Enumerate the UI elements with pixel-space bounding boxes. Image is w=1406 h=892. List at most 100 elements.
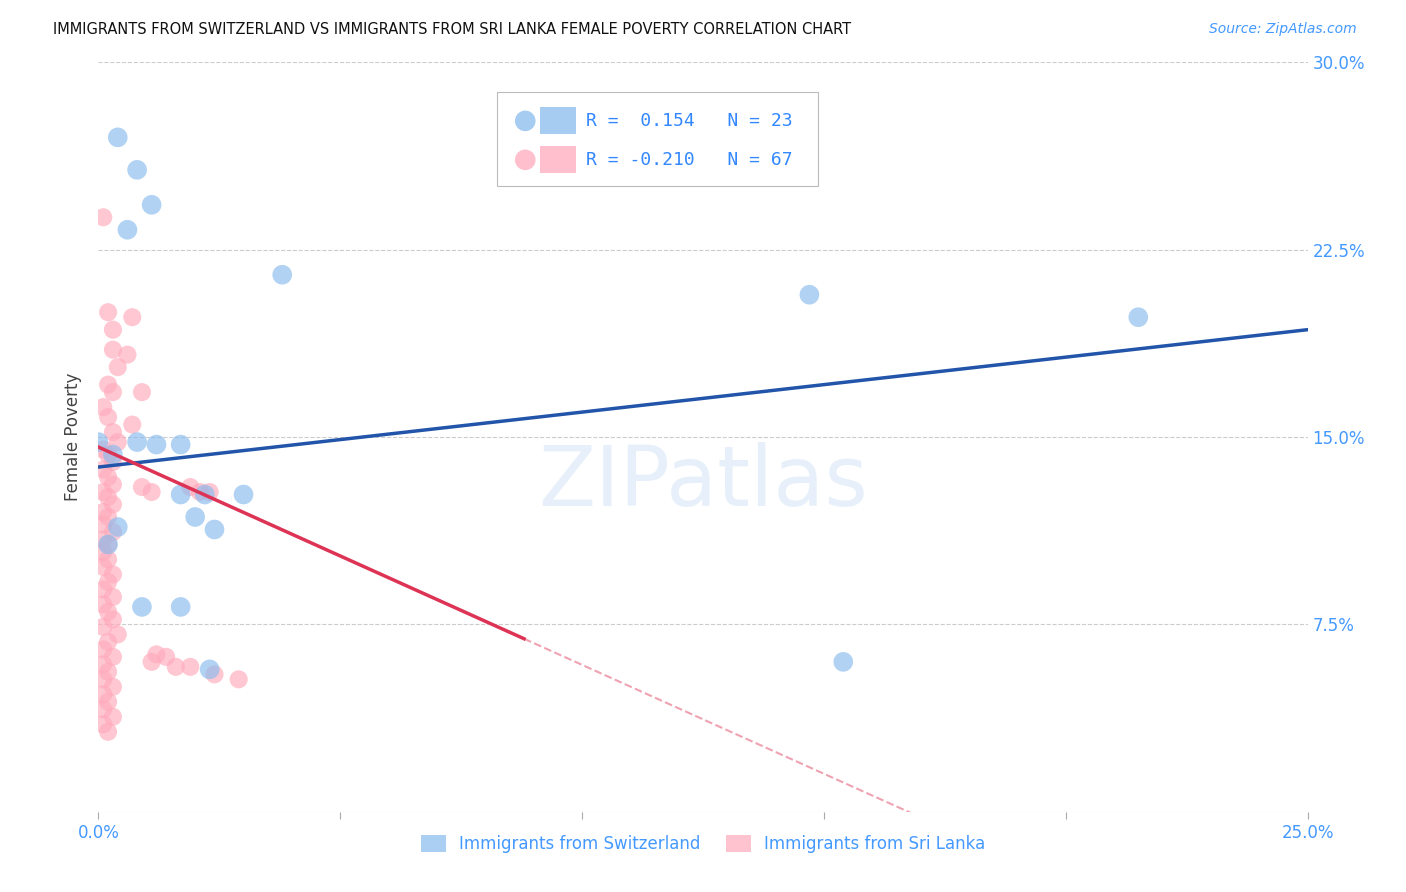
- Point: [91, 485, 114, 500]
- Text: R =  0.154   N = 23: R = 0.154 N = 23: [586, 112, 793, 130]
- Point: [117, 223, 139, 237]
- Legend: Immigrants from Switzerland, Immigrants from Sri Lanka: Immigrants from Switzerland, Immigrants …: [415, 828, 991, 860]
- Point: [169, 487, 191, 501]
- Point: [198, 485, 221, 500]
- Point: [188, 485, 211, 500]
- Point: [97, 552, 120, 566]
- Point: [179, 660, 201, 674]
- Point: [179, 480, 201, 494]
- Point: [97, 724, 120, 739]
- Point: [107, 520, 129, 534]
- Point: [97, 490, 120, 504]
- Point: [91, 400, 114, 414]
- Point: [131, 599, 153, 614]
- Point: [97, 448, 120, 462]
- Point: [101, 710, 124, 724]
- Point: [97, 665, 120, 679]
- Point: [97, 605, 120, 619]
- Text: Source: ZipAtlas.com: Source: ZipAtlas.com: [1209, 22, 1357, 37]
- Point: [91, 598, 114, 612]
- Point: [97, 305, 120, 319]
- Point: [91, 545, 114, 559]
- Point: [107, 435, 129, 450]
- Point: [799, 287, 821, 301]
- Point: [131, 385, 153, 400]
- Point: [155, 649, 177, 664]
- Point: [101, 524, 124, 539]
- Point: [204, 523, 226, 537]
- Point: [117, 348, 139, 362]
- Point: [97, 574, 120, 589]
- Point: [101, 385, 124, 400]
- Point: [97, 470, 120, 484]
- Point: [145, 648, 167, 662]
- Point: [91, 505, 114, 519]
- Point: [145, 437, 167, 451]
- Point: [91, 462, 114, 476]
- Point: [198, 662, 221, 676]
- Y-axis label: Female Poverty: Female Poverty: [65, 373, 83, 501]
- Point: [107, 627, 129, 641]
- Point: [107, 130, 129, 145]
- Point: [107, 360, 129, 375]
- Point: [91, 533, 114, 547]
- Point: [101, 425, 124, 439]
- Point: [832, 655, 855, 669]
- Point: [97, 635, 120, 649]
- Point: [91, 211, 114, 225]
- Point: [101, 498, 124, 512]
- Point: [91, 517, 114, 532]
- Point: [121, 310, 143, 325]
- Point: [121, 417, 143, 432]
- Point: [271, 268, 294, 282]
- Text: ZIPatlas: ZIPatlas: [538, 442, 868, 523]
- Point: [127, 162, 149, 177]
- Point: [101, 612, 124, 626]
- Point: [91, 657, 114, 672]
- FancyBboxPatch shape: [540, 146, 576, 173]
- Point: [91, 673, 114, 687]
- Point: [87, 435, 110, 450]
- Point: [184, 510, 207, 524]
- Text: IMMIGRANTS FROM SWITZERLAND VS IMMIGRANTS FROM SRI LANKA FEMALE POVERTY CORRELAT: IMMIGRANTS FROM SWITZERLAND VS IMMIGRANT…: [53, 22, 852, 37]
- FancyBboxPatch shape: [498, 93, 818, 186]
- Point: [232, 487, 254, 501]
- Point: [165, 660, 187, 674]
- Point: [141, 485, 163, 500]
- Point: [141, 655, 163, 669]
- Point: [169, 437, 191, 451]
- Point: [91, 642, 114, 657]
- Point: [228, 673, 250, 687]
- Point: [101, 323, 124, 337]
- Text: R = -0.210   N = 67: R = -0.210 N = 67: [586, 151, 793, 169]
- Point: [91, 717, 114, 731]
- Point: [127, 435, 149, 450]
- Point: [97, 537, 120, 551]
- Point: [101, 649, 124, 664]
- Point: [91, 620, 114, 634]
- Point: [91, 560, 114, 574]
- Point: [97, 537, 120, 551]
- Point: [141, 198, 163, 212]
- Point: [204, 667, 226, 681]
- Point: [97, 377, 120, 392]
- Point: [101, 343, 124, 357]
- Point: [1128, 310, 1150, 325]
- Point: [91, 687, 114, 701]
- Point: [101, 477, 124, 491]
- Point: [97, 695, 120, 709]
- Point: [101, 680, 124, 694]
- Point: [169, 599, 191, 614]
- Point: [91, 442, 114, 457]
- Point: [194, 487, 217, 501]
- Point: [91, 702, 114, 716]
- Point: [101, 455, 124, 469]
- Point: [97, 510, 120, 524]
- Point: [101, 448, 124, 462]
- Point: [97, 410, 120, 425]
- Point: [91, 582, 114, 597]
- FancyBboxPatch shape: [540, 107, 576, 135]
- Point: [101, 567, 124, 582]
- Point: [101, 590, 124, 604]
- Point: [131, 480, 153, 494]
